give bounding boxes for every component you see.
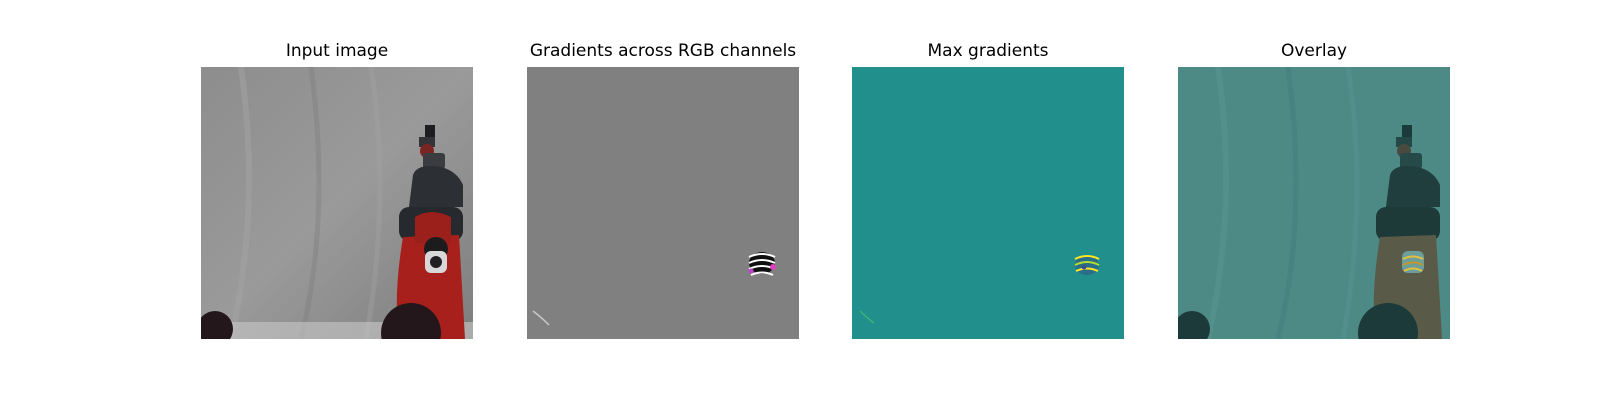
- object-left: [201, 311, 233, 339]
- overlay-canvas: [1178, 67, 1450, 339]
- max-gradients-background: [852, 67, 1124, 339]
- max-gradients-canvas: [852, 67, 1124, 339]
- panel-title-gradients-rgb: Gradients across RGB channels: [529, 41, 797, 61]
- max-gradients-image: [852, 67, 1124, 339]
- gradients-rgb-canvas: [527, 67, 799, 339]
- gradients-rgb-background: [527, 67, 799, 339]
- panel-title-input-image: Input image: [285, 41, 389, 61]
- panel-input-image: Input image: [201, 0, 473, 400]
- panel-overlay: Overlay: [1178, 0, 1450, 400]
- max-gradient-trace: [859, 310, 875, 324]
- overlay-image: [1178, 67, 1450, 339]
- max-gradient-hotspot: [1074, 255, 1100, 275]
- overlay-object-right: [1358, 303, 1418, 339]
- gradient-hotspot: [748, 252, 776, 276]
- panel-gradients-rgb: Gradients across RGB channels: [527, 0, 799, 400]
- gradient-trace: [532, 310, 550, 326]
- overlay-object-left: [1178, 311, 1210, 339]
- input-image: [201, 67, 473, 339]
- panel-max-gradients: Max gradients: [852, 0, 1124, 400]
- gradients-rgb-image: [527, 67, 799, 339]
- object-right: [381, 303, 441, 339]
- panel-title-overlay: Overlay: [1280, 41, 1348, 61]
- input-image-canvas: [201, 67, 473, 339]
- panel-title-max-gradients: Max gradients: [927, 41, 1049, 61]
